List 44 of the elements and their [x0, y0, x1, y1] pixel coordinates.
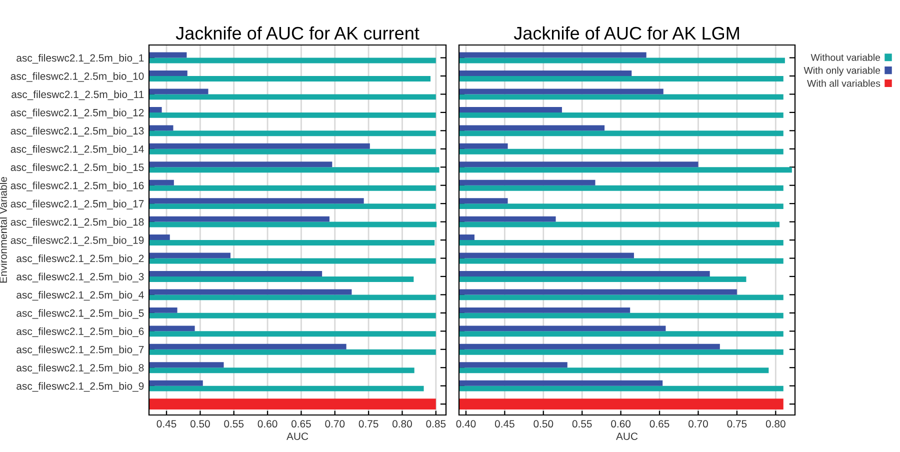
chart-title: Jacknife of AUC for AK current — [176, 26, 420, 40]
x-tick-label: 0.60 — [611, 420, 631, 428]
x-tick-label: 0.80 — [392, 420, 412, 428]
x-tick-label: 0.50 — [534, 420, 554, 428]
y-tick-label: asc_fileswc2.1_2.5m_bio_15 — [10, 163, 144, 173]
x-tick-label: 0.65 — [291, 420, 311, 428]
legend-label: With only variable — [804, 66, 880, 76]
x-tick-label: 0.75 — [358, 420, 378, 428]
x-tick-label: 0.40 — [456, 420, 476, 428]
y-tick-label: asc_fileswc2.1_2.5m_bio_12 — [10, 108, 144, 118]
y-tick-label: asc_fileswc2.1_2.5m_bio_19 — [10, 236, 144, 246]
x-tick-label: 0.45 — [156, 420, 176, 428]
y-tick-label: asc_fileswc2.1_2.5m_bio_8 — [16, 364, 144, 374]
x-tick-label: 0.70 — [325, 420, 345, 428]
y-tick-label: asc_fileswc2.1_2.5m_bio_5 — [16, 309, 144, 319]
y-tick-label: asc_fileswc2.1_2.5m_bio_13 — [10, 126, 144, 137]
x-tick-label: 0.55 — [572, 420, 592, 428]
x-tick-label: 0.65 — [650, 420, 670, 428]
y-tick-label: asc_fileswc2.1_2.5m_bio_2 — [16, 254, 144, 264]
y-tick-label: asc_fileswc2.1_2.5m_bio_11 — [12, 90, 144, 100]
x-tick-label: 0.85 — [426, 420, 446, 428]
x-tick-label: 0.75 — [727, 420, 747, 428]
y-tick-label: asc_fileswc2.1_2.5m_bio_16 — [10, 182, 144, 192]
y-tick-label: asc_fileswc2.1_2.5m_bio_4 — [16, 290, 144, 301]
y-tick-label: asc_fileswc2.1_2.5m_bio_1 — [16, 54, 144, 64]
x-tick-label: 0.45 — [494, 420, 514, 428]
x-tick-label: 0.60 — [258, 420, 278, 428]
x-axis-title: AUC — [616, 432, 638, 440]
x-tick-label: 0.50 — [190, 420, 210, 428]
legend-label: With all variables — [807, 80, 880, 87]
y-tick-label: asc_fileswc2.1_2.5m_bio_17 — [10, 200, 144, 210]
y-tick-label: asc_fileswc2.1_2.5m_bio_9 — [16, 382, 144, 392]
y-tick-label: asc_fileswc2.1_2.5m_bio_3 — [16, 272, 144, 282]
chart-title: Jacknife of AUC for AK LGM — [514, 26, 739, 40]
y-tick-label: asc_fileswc2.1_2.5m_bio_7 — [16, 346, 144, 356]
x-axis-title: AUC — [286, 432, 308, 440]
x-tick-label: 0.80 — [766, 420, 786, 428]
legend-label: Without variable — [810, 54, 880, 61]
x-tick-label: 0.55 — [224, 420, 244, 428]
y-tick-label: asc_fileswc2.1_2.5m_bio_18 — [10, 218, 144, 228]
y-tick-label: asc_fileswc2.1_2.5m_bio_14 — [10, 145, 144, 155]
y-tick-label: asc_fileswc2.1_2.5m_bio_10 — [10, 72, 144, 82]
y-tick-label: asc_fileswc2.1_2.5m_bio_6 — [16, 327, 144, 337]
x-tick-label: 0.70 — [688, 420, 708, 428]
